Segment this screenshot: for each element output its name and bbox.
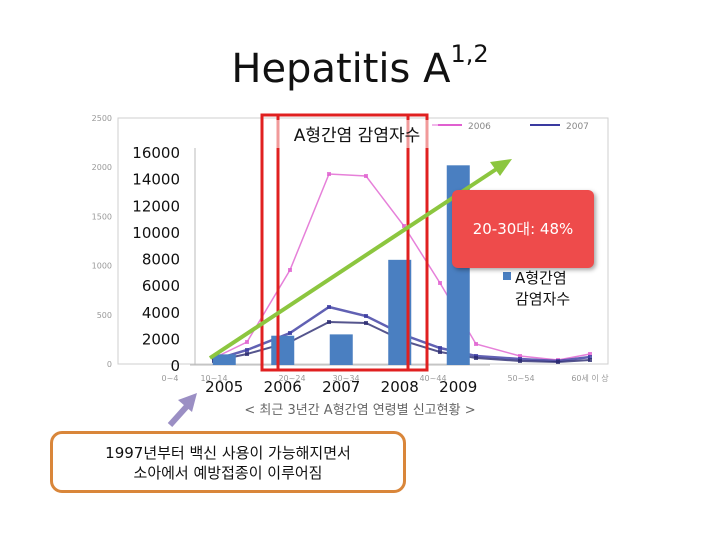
x-tick-labels: 2005 2006 2007 2008 2009 [205, 378, 477, 396]
bg-line-2008-marker [588, 358, 592, 362]
bg-y-tick-label: 1000 [92, 262, 112, 271]
bg-line-2006-marker [288, 268, 292, 272]
bg-legend: 2006 2007 [432, 122, 589, 132]
title-superscript: 1,2 [450, 40, 489, 68]
pointer-arrow-line [167, 402, 191, 428]
y-tick-label: 6000 [142, 277, 180, 295]
callout-line-2: 소아에서 예방접종이 이루어짐 [133, 464, 323, 482]
pointer-arrow [167, 393, 197, 428]
percent-annotation-text: 20-30대: 48% [472, 220, 574, 238]
bg-line-2006-marker [327, 172, 331, 176]
trend-arrow [208, 159, 512, 360]
bg-line-2007-marker [327, 305, 331, 309]
bg-line-2006-marker [245, 340, 249, 344]
callout-line-1: 1997년부터 백신 사용이 가능해지면서 [105, 444, 351, 462]
bar-2007 [329, 334, 353, 365]
bg-y-tick-label: 2500 [92, 114, 112, 123]
bg-line-2008-marker [556, 360, 560, 364]
slide-title: Hepatitis A1,2 [0, 40, 720, 92]
bg-line-2007-marker [245, 348, 249, 352]
x-tick-label: 2008 [381, 378, 419, 396]
y-tick-label: 14000 [132, 171, 180, 189]
bg-x-tick-label: 50~54 [507, 374, 534, 383]
bg-x-ticks: 0~4 10~14 20~24 30~34 40~44 50~54 60세 이 상 [162, 373, 610, 383]
vaccine-callout: 1997년부터 백신 사용이 가능해지면서 소아에서 예방접종이 이루어짐 [50, 431, 406, 493]
bg-x-tick-label: 30~34 [332, 374, 359, 383]
bg-line-2006-marker [474, 342, 478, 346]
bg-x-tick-label: 0~4 [162, 374, 179, 383]
bg-line-2007-marker [588, 355, 592, 359]
title-main: Hepatitis A [231, 46, 451, 92]
bg-line-2006-marker [518, 354, 522, 358]
bg-line-2008-marker [245, 352, 249, 356]
bg-caption: < 최근 3년간 A형간염 연령별 신고현황 > [244, 403, 475, 418]
x-tick-label: 2007 [322, 378, 360, 396]
bg-x-tick-label: 60세 이 상 [571, 373, 609, 383]
bg-line-2007-marker [438, 346, 442, 350]
bg-y-tick-label: 1500 [92, 212, 112, 221]
y-tick-labels: 16000 14000 12000 10000 8000 6000 4000 2000 0 [132, 144, 180, 375]
bg-y-tick-label: 2000 [92, 163, 112, 172]
bg-legend-2007-label: 2007 [566, 122, 589, 132]
percent-annotation-box [452, 190, 594, 268]
bg-plot-frame [117, 117, 609, 365]
legend-label-line1: A형간염 [515, 269, 567, 287]
bg-line-2006-marker [364, 174, 368, 178]
highlight-inner-box [276, 113, 410, 372]
bg-line-2007-marker [364, 314, 368, 318]
bar-2008 [388, 259, 412, 365]
legend: A형간염 감염자수 [503, 269, 570, 308]
y-tick-label: 16000 [132, 144, 180, 162]
pointer-arrow-head [178, 393, 197, 412]
trend-arrow-line [208, 166, 500, 360]
x-tick-label: 2006 [264, 378, 302, 396]
y-tick-label: 0 [170, 357, 180, 375]
bar-2006 [271, 335, 295, 365]
y-tick-label: 4000 [142, 304, 180, 322]
y-tick-label: 8000 [142, 251, 180, 269]
bg-x-tick-label: 20~24 [278, 374, 305, 383]
y-tick-label: 12000 [132, 197, 180, 215]
bg-line-2008-marker [364, 321, 368, 325]
bg-x-tick-label: 10~14 [200, 374, 227, 383]
bg-line-2007-marker [288, 331, 292, 335]
bg-line-2008-marker [518, 359, 522, 363]
bg-line-2006-marker [402, 224, 406, 228]
bg-line-2008-marker [474, 356, 478, 360]
bg-line-2008-marker [438, 350, 442, 354]
legend-label-line2: 감염자수 [515, 290, 570, 308]
bg-line-2006-marker [438, 281, 442, 285]
fg-axis [190, 148, 490, 366]
bg-y-ticks: 2500 2000 1500 1000 500 0 [92, 114, 112, 369]
legend-swatch [503, 272, 511, 280]
bg-y-tick-label: 500 [97, 311, 112, 320]
trend-arrow-head [490, 159, 512, 176]
y-tick-label: 10000 [132, 224, 180, 242]
bg-line-2008-marker [327, 320, 331, 324]
bg-line-2006-marker [588, 352, 592, 356]
bg-x-tick-label: 40~44 [419, 374, 446, 383]
chart-heading: A형간염 감염자수 [294, 126, 421, 146]
bg-y-tick-label: 0 [107, 360, 112, 369]
heading-backdrop [268, 120, 438, 148]
x-tick-label: 2005 [205, 378, 243, 396]
x-tick-label: 2009 [439, 378, 477, 396]
y-tick-label: 2000 [142, 330, 180, 348]
bar-2005 [212, 354, 236, 365]
bg-legend-2006-label: 2006 [468, 122, 491, 132]
